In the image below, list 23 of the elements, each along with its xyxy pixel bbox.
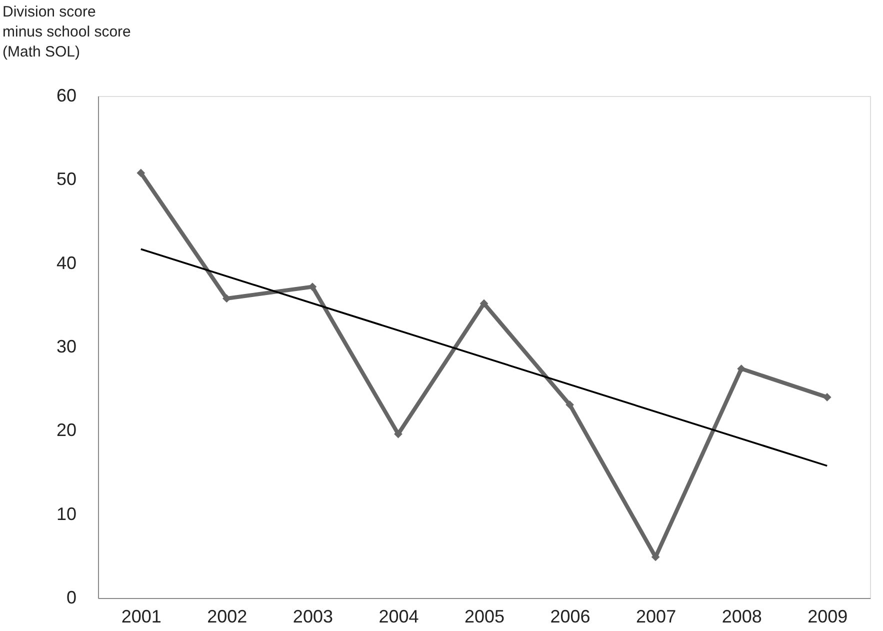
point xyxy=(480,299,488,308)
y-axis-title: Division score minus school score (Math SOL) xyxy=(2,4,131,60)
x-tick-label: 2006 xyxy=(550,606,590,626)
point xyxy=(394,430,402,438)
x-tick-label: 2005 xyxy=(464,606,505,626)
y-tick-label: 20 xyxy=(56,420,76,440)
point xyxy=(737,364,746,373)
y-tick-label: 0 xyxy=(66,588,76,608)
point xyxy=(566,400,574,409)
x-tick-label: 2008 xyxy=(722,606,762,626)
y-tick-label: 10 xyxy=(56,504,76,524)
y-tick-label: 50 xyxy=(56,169,76,190)
y-tick-label: 60 xyxy=(56,86,76,106)
y-tick-label: 30 xyxy=(56,336,76,356)
point xyxy=(822,393,832,402)
y-tick-label: 40 xyxy=(56,252,76,273)
point xyxy=(136,168,146,178)
x-tick-label: 2003 xyxy=(292,606,333,626)
x-tick-label: 2001 xyxy=(121,606,162,626)
x-tick-label: 2002 xyxy=(207,606,248,626)
x-tick-label: 2009 xyxy=(808,606,848,626)
x-tick-label: 2004 xyxy=(378,606,419,626)
x-tick-label: 2007 xyxy=(636,606,676,626)
